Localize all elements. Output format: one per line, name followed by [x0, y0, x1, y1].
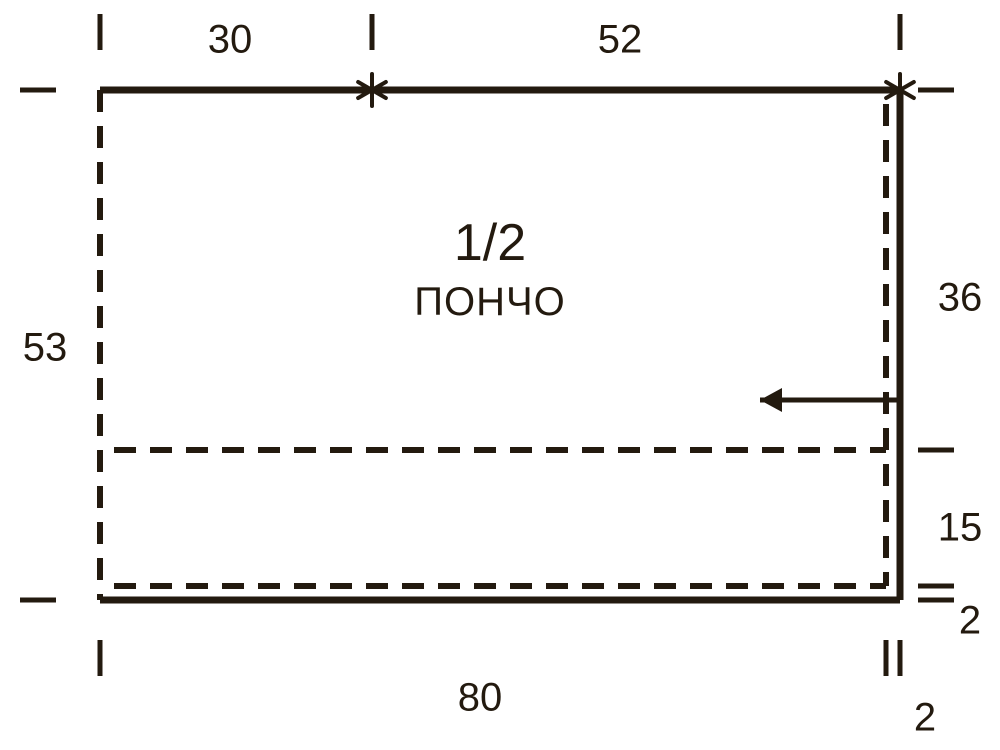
title-main: 1/2	[454, 214, 526, 272]
dim-top_left: 30	[208, 18, 253, 62]
dim-bottom_small: 2	[914, 696, 936, 740]
title-sub: ПОНЧО	[414, 280, 566, 324]
dim-right_lower: 15	[938, 506, 983, 550]
dim-right_upper: 36	[938, 276, 983, 320]
dim-top_right: 52	[598, 18, 643, 62]
direction-arrow-head	[760, 388, 782, 412]
dim-left: 53	[23, 326, 68, 370]
dim-bottom: 80	[458, 676, 503, 720]
dim-right_small: 2	[959, 599, 981, 643]
